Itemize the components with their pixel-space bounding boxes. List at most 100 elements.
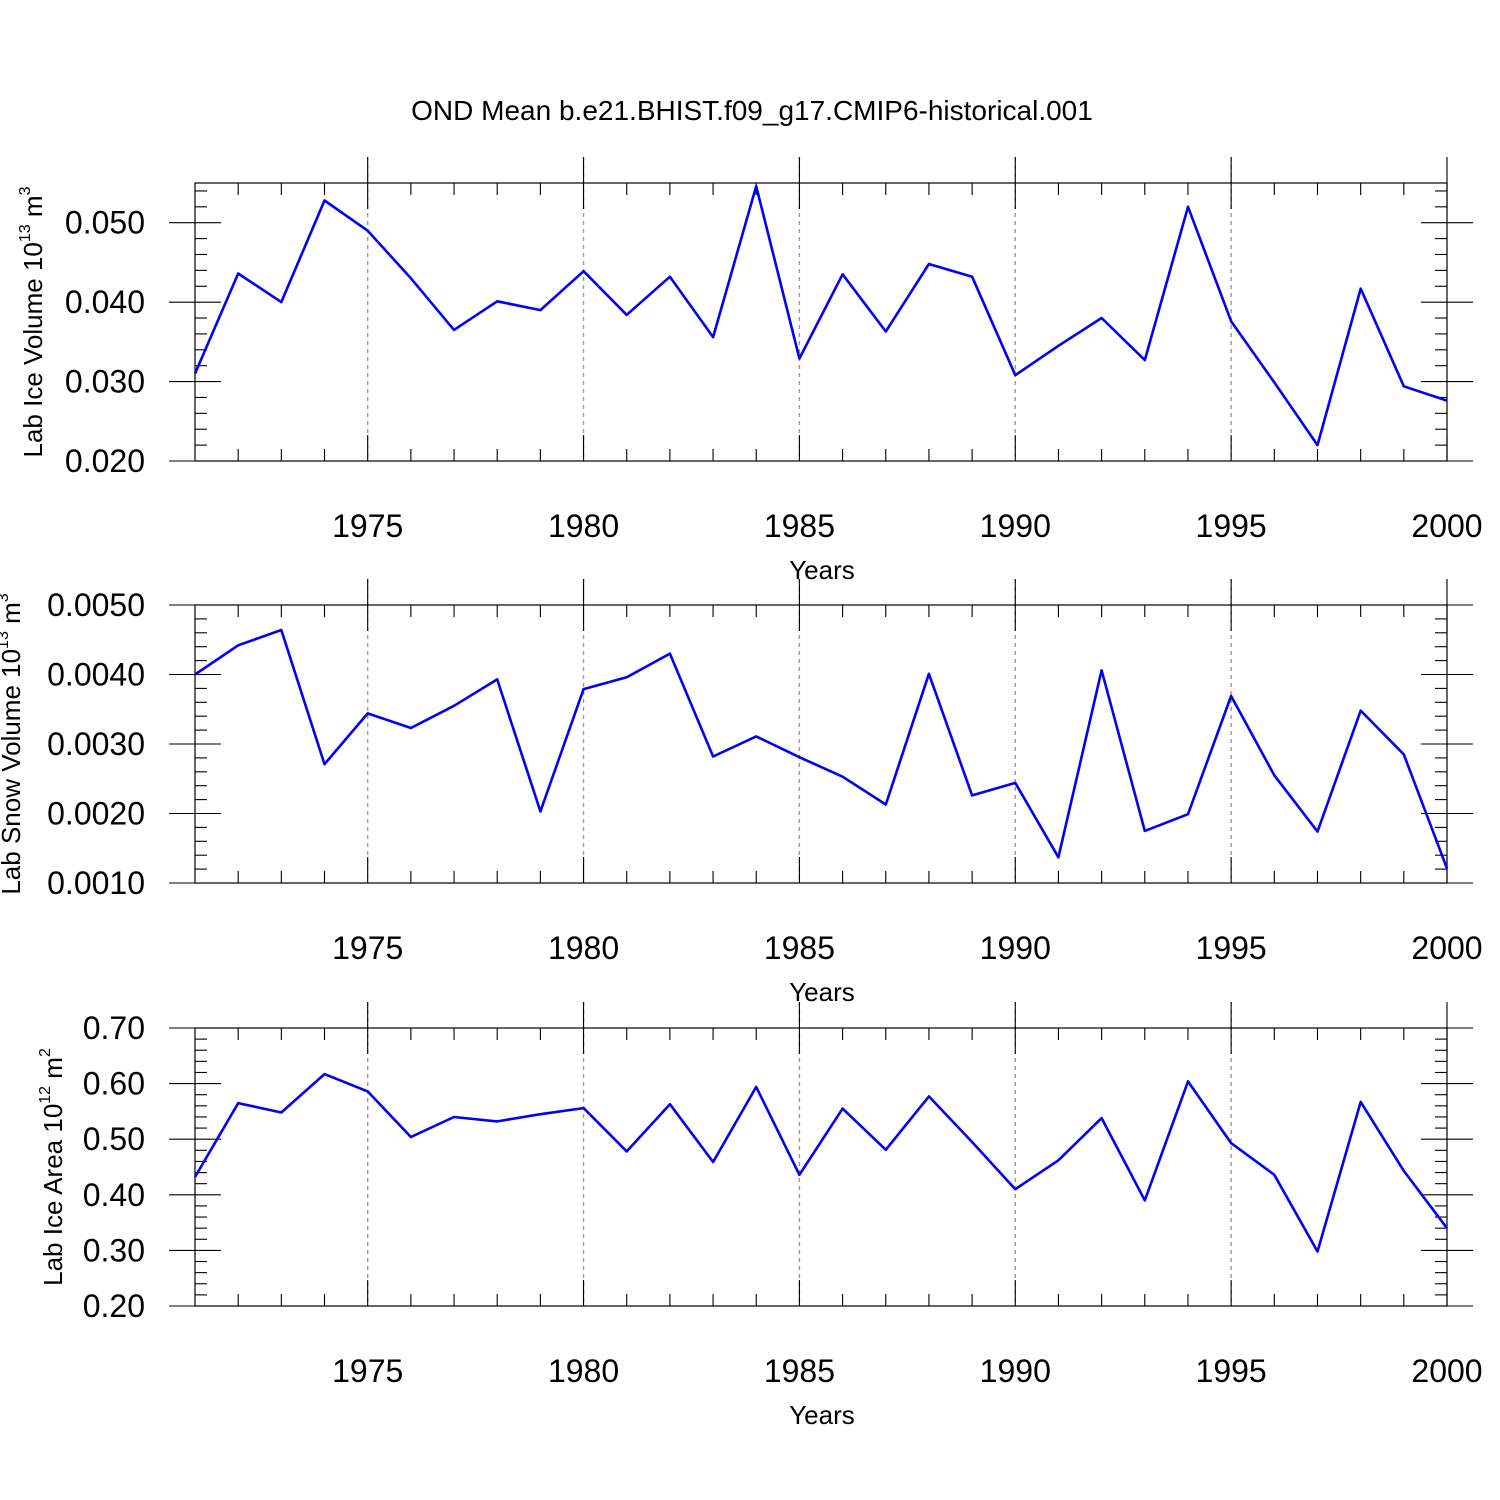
- y-tick-label: 0.0050: [47, 587, 145, 623]
- data-point-1998: [1358, 708, 1363, 713]
- data-point-1997: [1315, 443, 1320, 448]
- data-point-1995: [1229, 694, 1234, 699]
- data-point-1992: [1099, 1116, 1104, 1121]
- data-point-1979: [538, 809, 543, 814]
- y-axis-title-superscript: 2: [37, 1048, 54, 1057]
- data-point-1994: [1186, 812, 1191, 817]
- x-tick-label: 1990: [980, 930, 1051, 966]
- series-line: [193, 1072, 1449, 1253]
- data-point-1985: [797, 755, 802, 760]
- data-point-1973: [279, 300, 284, 305]
- data-point-1977: [452, 1115, 457, 1120]
- data-point-1975: [365, 228, 370, 233]
- y-tick-label: 0.030: [65, 364, 145, 400]
- data-point-1992: [1099, 316, 1104, 321]
- data-point-1988: [926, 262, 931, 267]
- y-axis-title-part: Lab Ice Area 10: [38, 1104, 68, 1286]
- x-tick-label: 1990: [980, 1353, 1051, 1389]
- y-axis-title: Lab Ice Area 1012 m2: [37, 1048, 68, 1286]
- x-tick-label: 2000: [1411, 1353, 1482, 1389]
- x-axis-title: Years: [789, 555, 855, 585]
- data-point-1993: [1142, 828, 1147, 833]
- data-point-1984: [754, 184, 759, 189]
- data-point-1982: [667, 651, 672, 656]
- y-tick-label: 0.0030: [47, 726, 145, 762]
- panel-3: 1975 1980 1985 1990 1995 2000 0.20 0.30 0.40 0.50…: [37, 1002, 1483, 1430]
- y-tick-label: 0.40: [83, 1177, 145, 1213]
- data-point-1989: [970, 274, 975, 279]
- chart-title: OND Mean b.e21.BHIST.f09_g17.CMIP6-histo…: [411, 95, 1093, 126]
- y-tick-label: 0.050: [65, 205, 145, 241]
- y-axis-title-part: Lab Ice Volume 10: [18, 242, 48, 457]
- data-point-1985: [797, 356, 802, 361]
- data-point-1993: [1142, 1198, 1147, 1203]
- y-axis-title-superscript: 12: [37, 1086, 54, 1104]
- data-point-1974: [322, 762, 327, 767]
- data-point-2000: [1445, 1226, 1450, 1231]
- data-point-1983: [711, 335, 716, 340]
- x-tick-label: 1990: [980, 508, 1051, 544]
- data-point-1994: [1186, 204, 1191, 209]
- data-point-1990: [1013, 1187, 1018, 1192]
- y-axis-title-superscript: 13: [0, 631, 12, 649]
- data-point-1977: [452, 703, 457, 708]
- data-point-1985: [797, 1172, 802, 1177]
- data-point-1993: [1142, 358, 1147, 363]
- data-point-1978: [495, 677, 500, 682]
- x-tick-label: 1995: [1196, 508, 1267, 544]
- data-point-1999: [1401, 384, 1406, 389]
- x-tick-label: 1985: [764, 930, 835, 966]
- data-point-2000: [1445, 866, 1450, 871]
- data-point-1988: [926, 1094, 931, 1099]
- x-axis-title: Years: [789, 977, 855, 1007]
- data-point-1987: [883, 329, 888, 334]
- data-point-1971: [193, 672, 198, 677]
- data-point-1971: [193, 371, 198, 376]
- data-point-1983: [711, 1160, 716, 1165]
- y-tick-label: 0.20: [83, 1288, 145, 1324]
- data-point-1996: [1272, 1172, 1277, 1177]
- y-tick-label: 0.50: [83, 1121, 145, 1157]
- data-point-1980: [581, 1106, 586, 1111]
- y-axis-title-part: m: [18, 195, 48, 224]
- data-point-1996: [1272, 773, 1277, 778]
- data-point-1980: [581, 687, 586, 692]
- data-point-1987: [883, 1147, 888, 1152]
- y-tick-label: 0.0010: [47, 865, 145, 901]
- panels: 1975 1980 1985 1990 1995 2000 0.020 0.030 0.040 0…: [0, 157, 1483, 1430]
- data-point-2000: [1445, 398, 1450, 403]
- data-point-1984: [754, 1084, 759, 1089]
- data-point-1991: [1056, 855, 1061, 860]
- data-point-1982: [667, 274, 672, 279]
- data-point-1997: [1315, 1249, 1320, 1254]
- y-axis-title-superscript: 3: [17, 186, 34, 195]
- plot-frame: [194, 1027, 1448, 1307]
- panel-2: 1975 1980 1985 1990 1995 2000 0.0010 0.0020 0.00…: [0, 579, 1483, 1007]
- data-point-1973: [279, 628, 284, 633]
- data-point-1984: [754, 734, 759, 739]
- data-point-1988: [926, 671, 931, 676]
- data-point-1996: [1272, 380, 1277, 385]
- x-tick-label: 1975: [332, 508, 403, 544]
- x-tick-label: 1995: [1196, 930, 1267, 966]
- series-line: [194, 628, 1449, 869]
- plot-frame: [194, 604, 1448, 884]
- data-point-1986: [840, 1106, 845, 1111]
- data-point-1986: [840, 774, 845, 779]
- x-tick-label: 1975: [332, 930, 403, 966]
- y-tick-label: 0.040: [65, 284, 145, 320]
- data-point-1977: [452, 327, 457, 332]
- data-point-1999: [1401, 1168, 1406, 1173]
- x-tick-label: 1975: [332, 1353, 403, 1389]
- data-point-1974: [322, 1072, 327, 1077]
- data-point-1975: [365, 711, 370, 716]
- y-tick-label: 0.0040: [47, 657, 145, 693]
- x-tick-label: 1985: [764, 508, 835, 544]
- plot-frame: [194, 182, 1448, 462]
- data-point-1974: [322, 198, 327, 203]
- panel-1: 1975 1980 1985 1990 1995 2000 0.020 0.030 0.040 0…: [17, 157, 1483, 585]
- data-point-1976: [408, 1135, 413, 1140]
- data-point-1994: [1186, 1079, 1191, 1084]
- data-point-1983: [711, 754, 716, 759]
- y-axis-title-part: Lab Snow Volume 10: [0, 649, 26, 895]
